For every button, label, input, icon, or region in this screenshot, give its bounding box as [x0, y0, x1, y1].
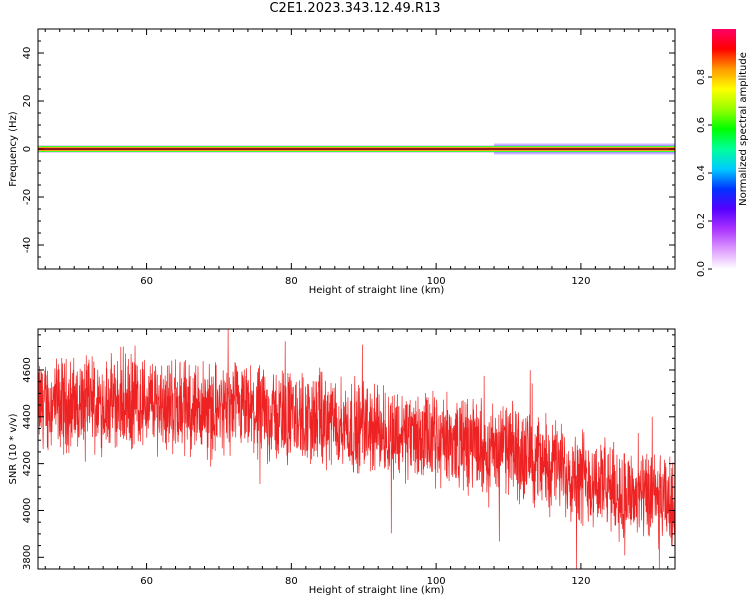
y-tick-label: 20 [22, 95, 33, 108]
x-tick-label: 60 [140, 276, 153, 287]
colorbar-tick-label: 0.6 [696, 117, 707, 133]
x-axis-label: Height of straight line (km) [309, 585, 445, 596]
x-tick-label: 120 [571, 276, 590, 287]
colorbar-tick-label: 0.0 [696, 261, 707, 277]
y-tick-label: -20 [22, 189, 33, 205]
x-tick-label: 120 [571, 576, 590, 587]
colorbar [712, 29, 736, 269]
colorbar-tick-label: 0.2 [696, 213, 707, 229]
colorbar-tick-label: 0.4 [696, 165, 707, 181]
snr-series-line [37, 328, 676, 570]
plot-frame-2 [37, 328, 676, 570]
y-tick-label: 40 [22, 47, 33, 60]
x-tick-label: 80 [285, 576, 298, 587]
x-tick-label: 80 [285, 276, 298, 287]
x-axis-label: Height of straight line (km) [309, 285, 445, 296]
chart-title: C2E1.2023.343.12.49.R13 [269, 1, 441, 16]
x-tick-label: 100 [427, 276, 446, 287]
x-tick-label: 60 [140, 576, 153, 587]
colorbar-tick-label: 0.8 [696, 69, 707, 85]
y-tick-label: 4600 [22, 357, 33, 382]
x-tick-label: 100 [427, 576, 446, 587]
y-tick-label: 4000 [22, 498, 33, 523]
y-axis-label: Frequency (Hz) [8, 111, 19, 187]
y-tick-label: 4400 [22, 404, 33, 429]
y-tick-label: -40 [22, 237, 33, 253]
y-tick-label: 3800 [22, 545, 33, 570]
y-axis-label: SNR (10 * v/v) [8, 413, 19, 484]
y-tick-label: 4200 [22, 451, 33, 476]
colorbar-label: Normalized spectral amplitude [738, 52, 749, 206]
y-tick-label: 0 [22, 146, 33, 152]
